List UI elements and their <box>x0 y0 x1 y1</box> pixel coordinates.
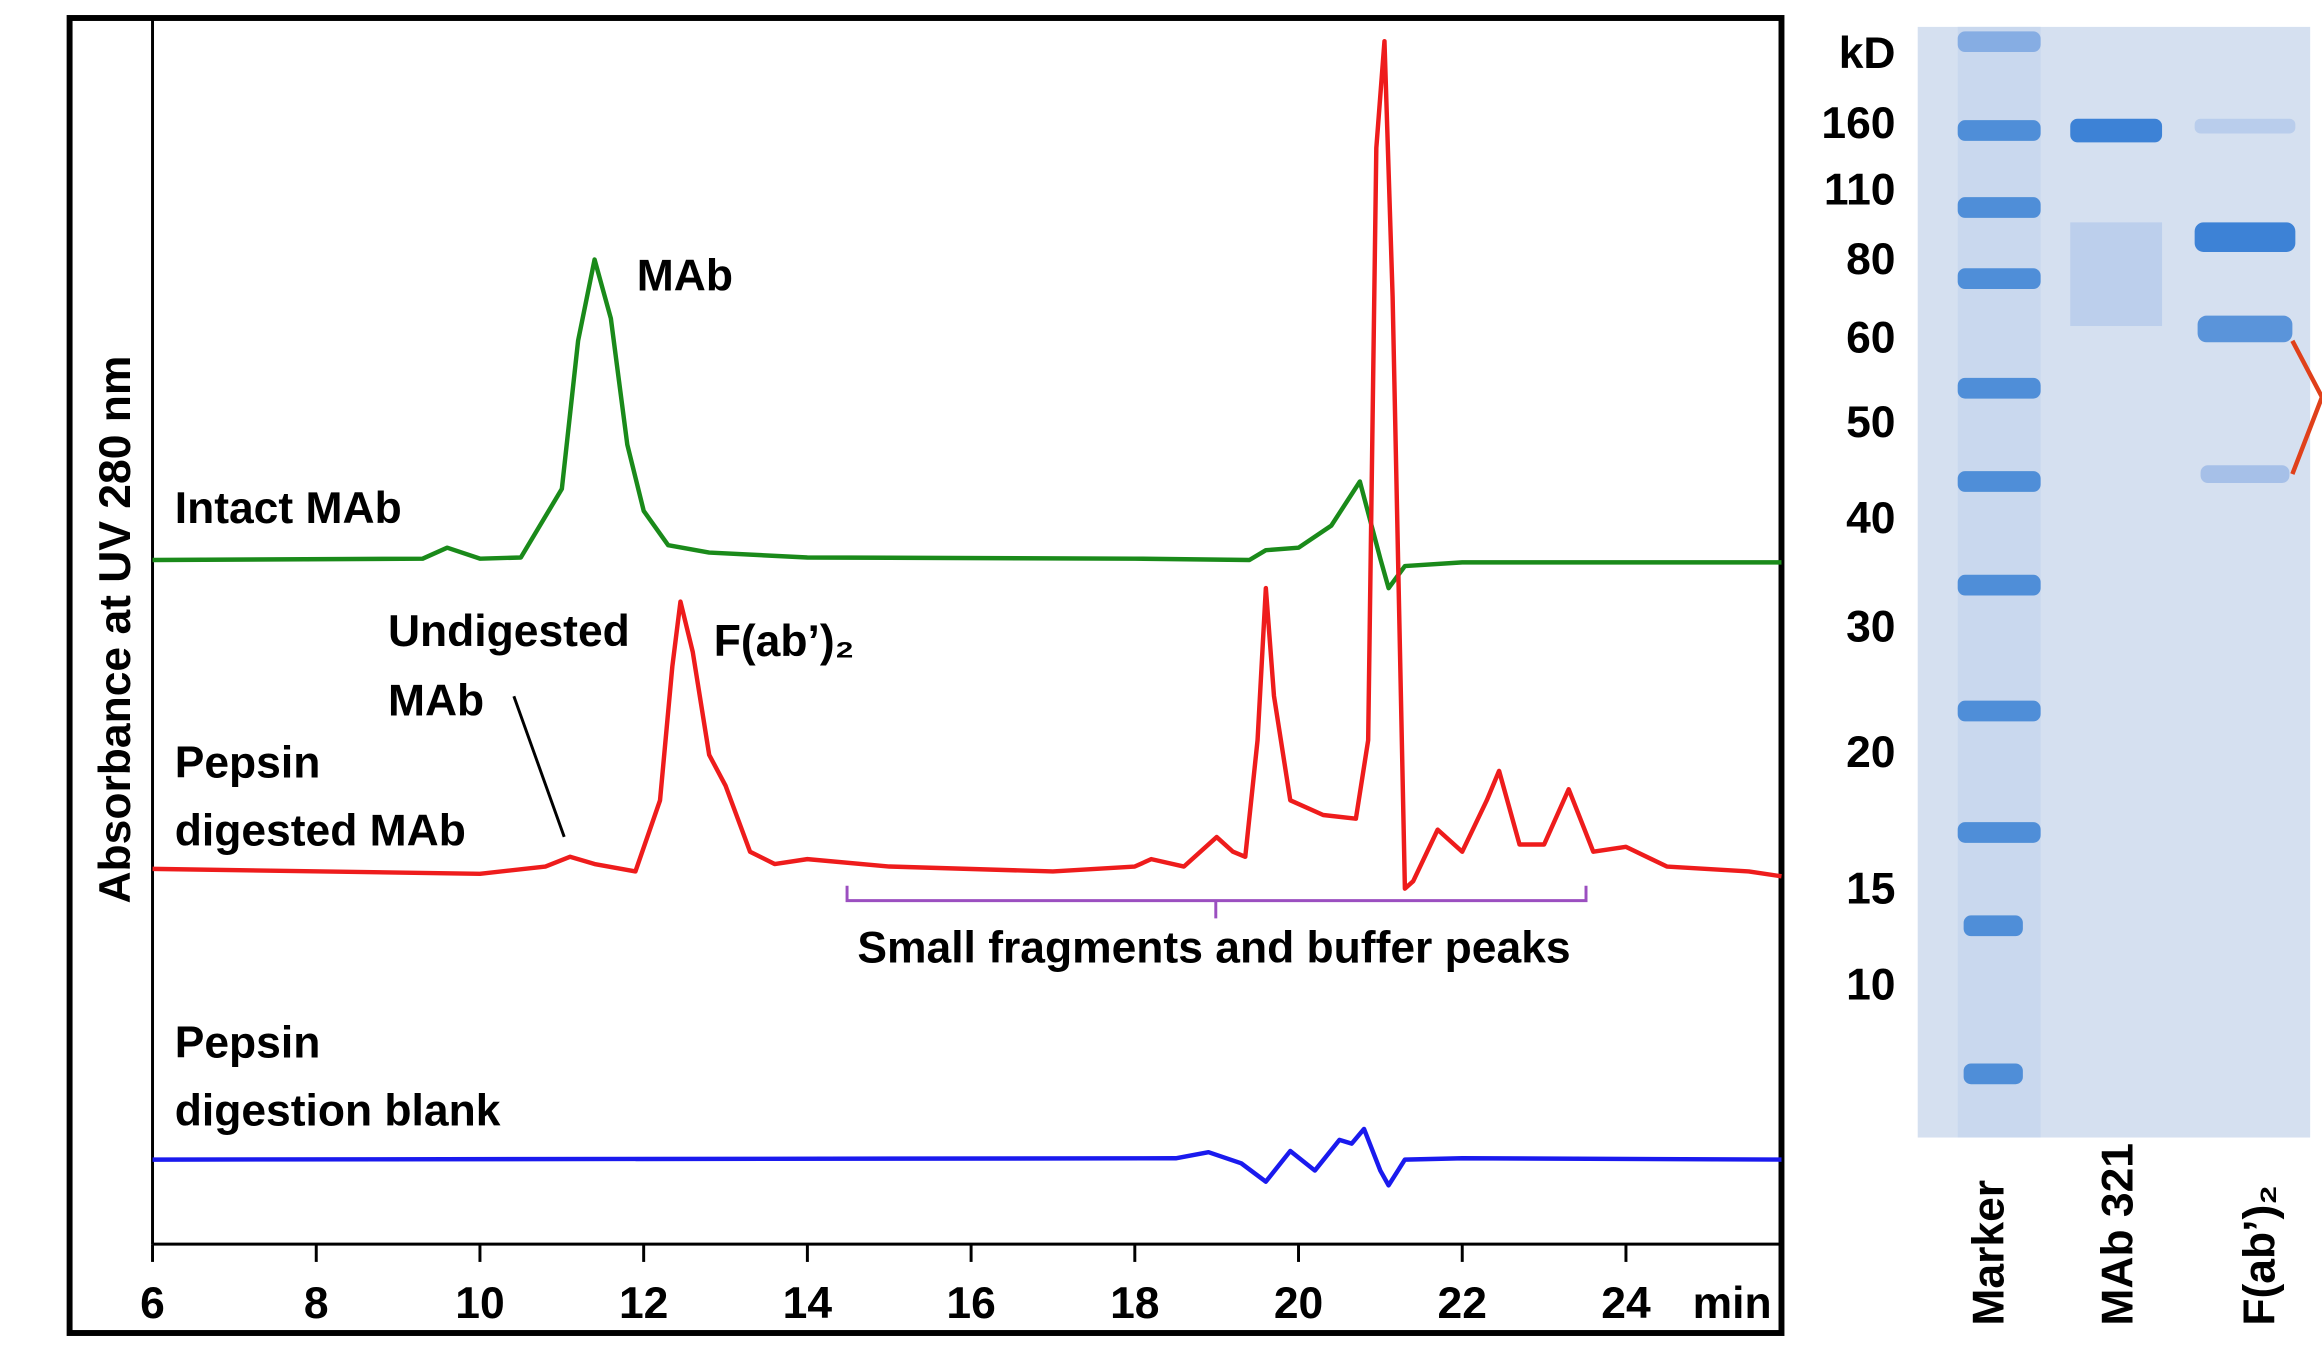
x-tick-label: 24 <box>1601 1279 1651 1328</box>
gel-ladder-band <box>1964 1063 2023 1084</box>
bracket <box>847 886 1586 919</box>
gel-band <box>2195 119 2296 134</box>
annotation: MAb <box>388 676 484 725</box>
x-tick-label: 12 <box>619 1279 668 1328</box>
annotation: Undigested <box>388 607 630 656</box>
gel-ladder-band <box>1958 471 2041 492</box>
gel-ladder-band <box>1958 197 2041 218</box>
gel-marker-label: 50 <box>1846 398 1895 447</box>
gel-ladder-band <box>1964 915 2023 936</box>
page: {"chart_data": {"type": "line", "y_label… <box>0 0 2322 1351</box>
trace <box>153 41 1782 888</box>
x-tick-label: 8 <box>304 1279 329 1328</box>
annotation: F(ab’)₂ <box>714 617 855 666</box>
gel-marker-label: 60 <box>1846 314 1895 363</box>
x-tick-label: 20 <box>1274 1279 1323 1328</box>
gel-ladder-band <box>1958 575 2041 596</box>
gel-ladder-band <box>1958 822 2041 843</box>
gel-unit: kD <box>1839 29 1896 78</box>
gel-band <box>2070 119 2162 143</box>
gel: kD 160 110 80 60 50 40 30 20 15 10 Marker MAb 321 F(a… <box>1821 27 2322 1326</box>
plot-frame <box>70 18 1782 1333</box>
gel-ladder-band <box>1958 701 2041 722</box>
annotation: Small fragments and buffer peaks <box>857 924 1570 973</box>
x-tick-label: 16 <box>946 1279 995 1328</box>
annotation: Pepsin <box>175 1018 321 1067</box>
x-tick-label: 14 <box>783 1279 833 1328</box>
gel-marker-label: 20 <box>1846 728 1895 777</box>
x-axis-label: min <box>1693 1279 1772 1328</box>
x-tick-label: 18 <box>1110 1279 1159 1328</box>
annotation: digested MAb <box>175 807 466 856</box>
gel-marker-label: 10 <box>1846 961 1895 1010</box>
y-axis-label: Absorbance at UV 280 nm <box>91 356 140 904</box>
gel-lane-label: F(ab’)₂ <box>2235 1185 2284 1326</box>
x-tick-label: 22 <box>1438 1279 1487 1328</box>
gel-band <box>2198 316 2293 343</box>
gel-marker-label: 15 <box>1846 864 1895 913</box>
annotation: MAb <box>637 251 733 300</box>
gel-ladder-band <box>1958 31 2041 52</box>
gel-lane-label: Marker <box>1965 1180 2014 1326</box>
gel-marker-label: 40 <box>1846 494 1895 543</box>
gel-ladder-band <box>1958 268 2041 289</box>
gel-marker-label: 30 <box>1846 602 1895 651</box>
gel-ladder-band <box>1958 120 2041 141</box>
annotation: Pepsin <box>175 739 321 788</box>
gel-marker-label: 160 <box>1821 99 1895 148</box>
gel-lane-label: MAb 321 <box>2093 1143 2142 1326</box>
gel-smear <box>2070 222 2162 326</box>
trace <box>153 260 1782 589</box>
gel-band <box>2201 465 2290 483</box>
leader-line <box>514 696 564 837</box>
gel-ladder-band <box>1958 378 2041 399</box>
x-tick-label: 10 <box>455 1279 504 1328</box>
gel-band <box>2195 222 2296 252</box>
figure: Absorbance at UV 280 nm min kD 160 110 80 60… <box>0 0 2322 1351</box>
annotation: Intact MAb <box>175 484 402 533</box>
x-tick-label: 6 <box>140 1279 165 1328</box>
annotation: digestion blank <box>175 1087 501 1136</box>
trace <box>153 1129 1782 1185</box>
gel-marker-label: 110 <box>1824 165 1896 214</box>
gel-marker-label: 80 <box>1846 235 1895 284</box>
